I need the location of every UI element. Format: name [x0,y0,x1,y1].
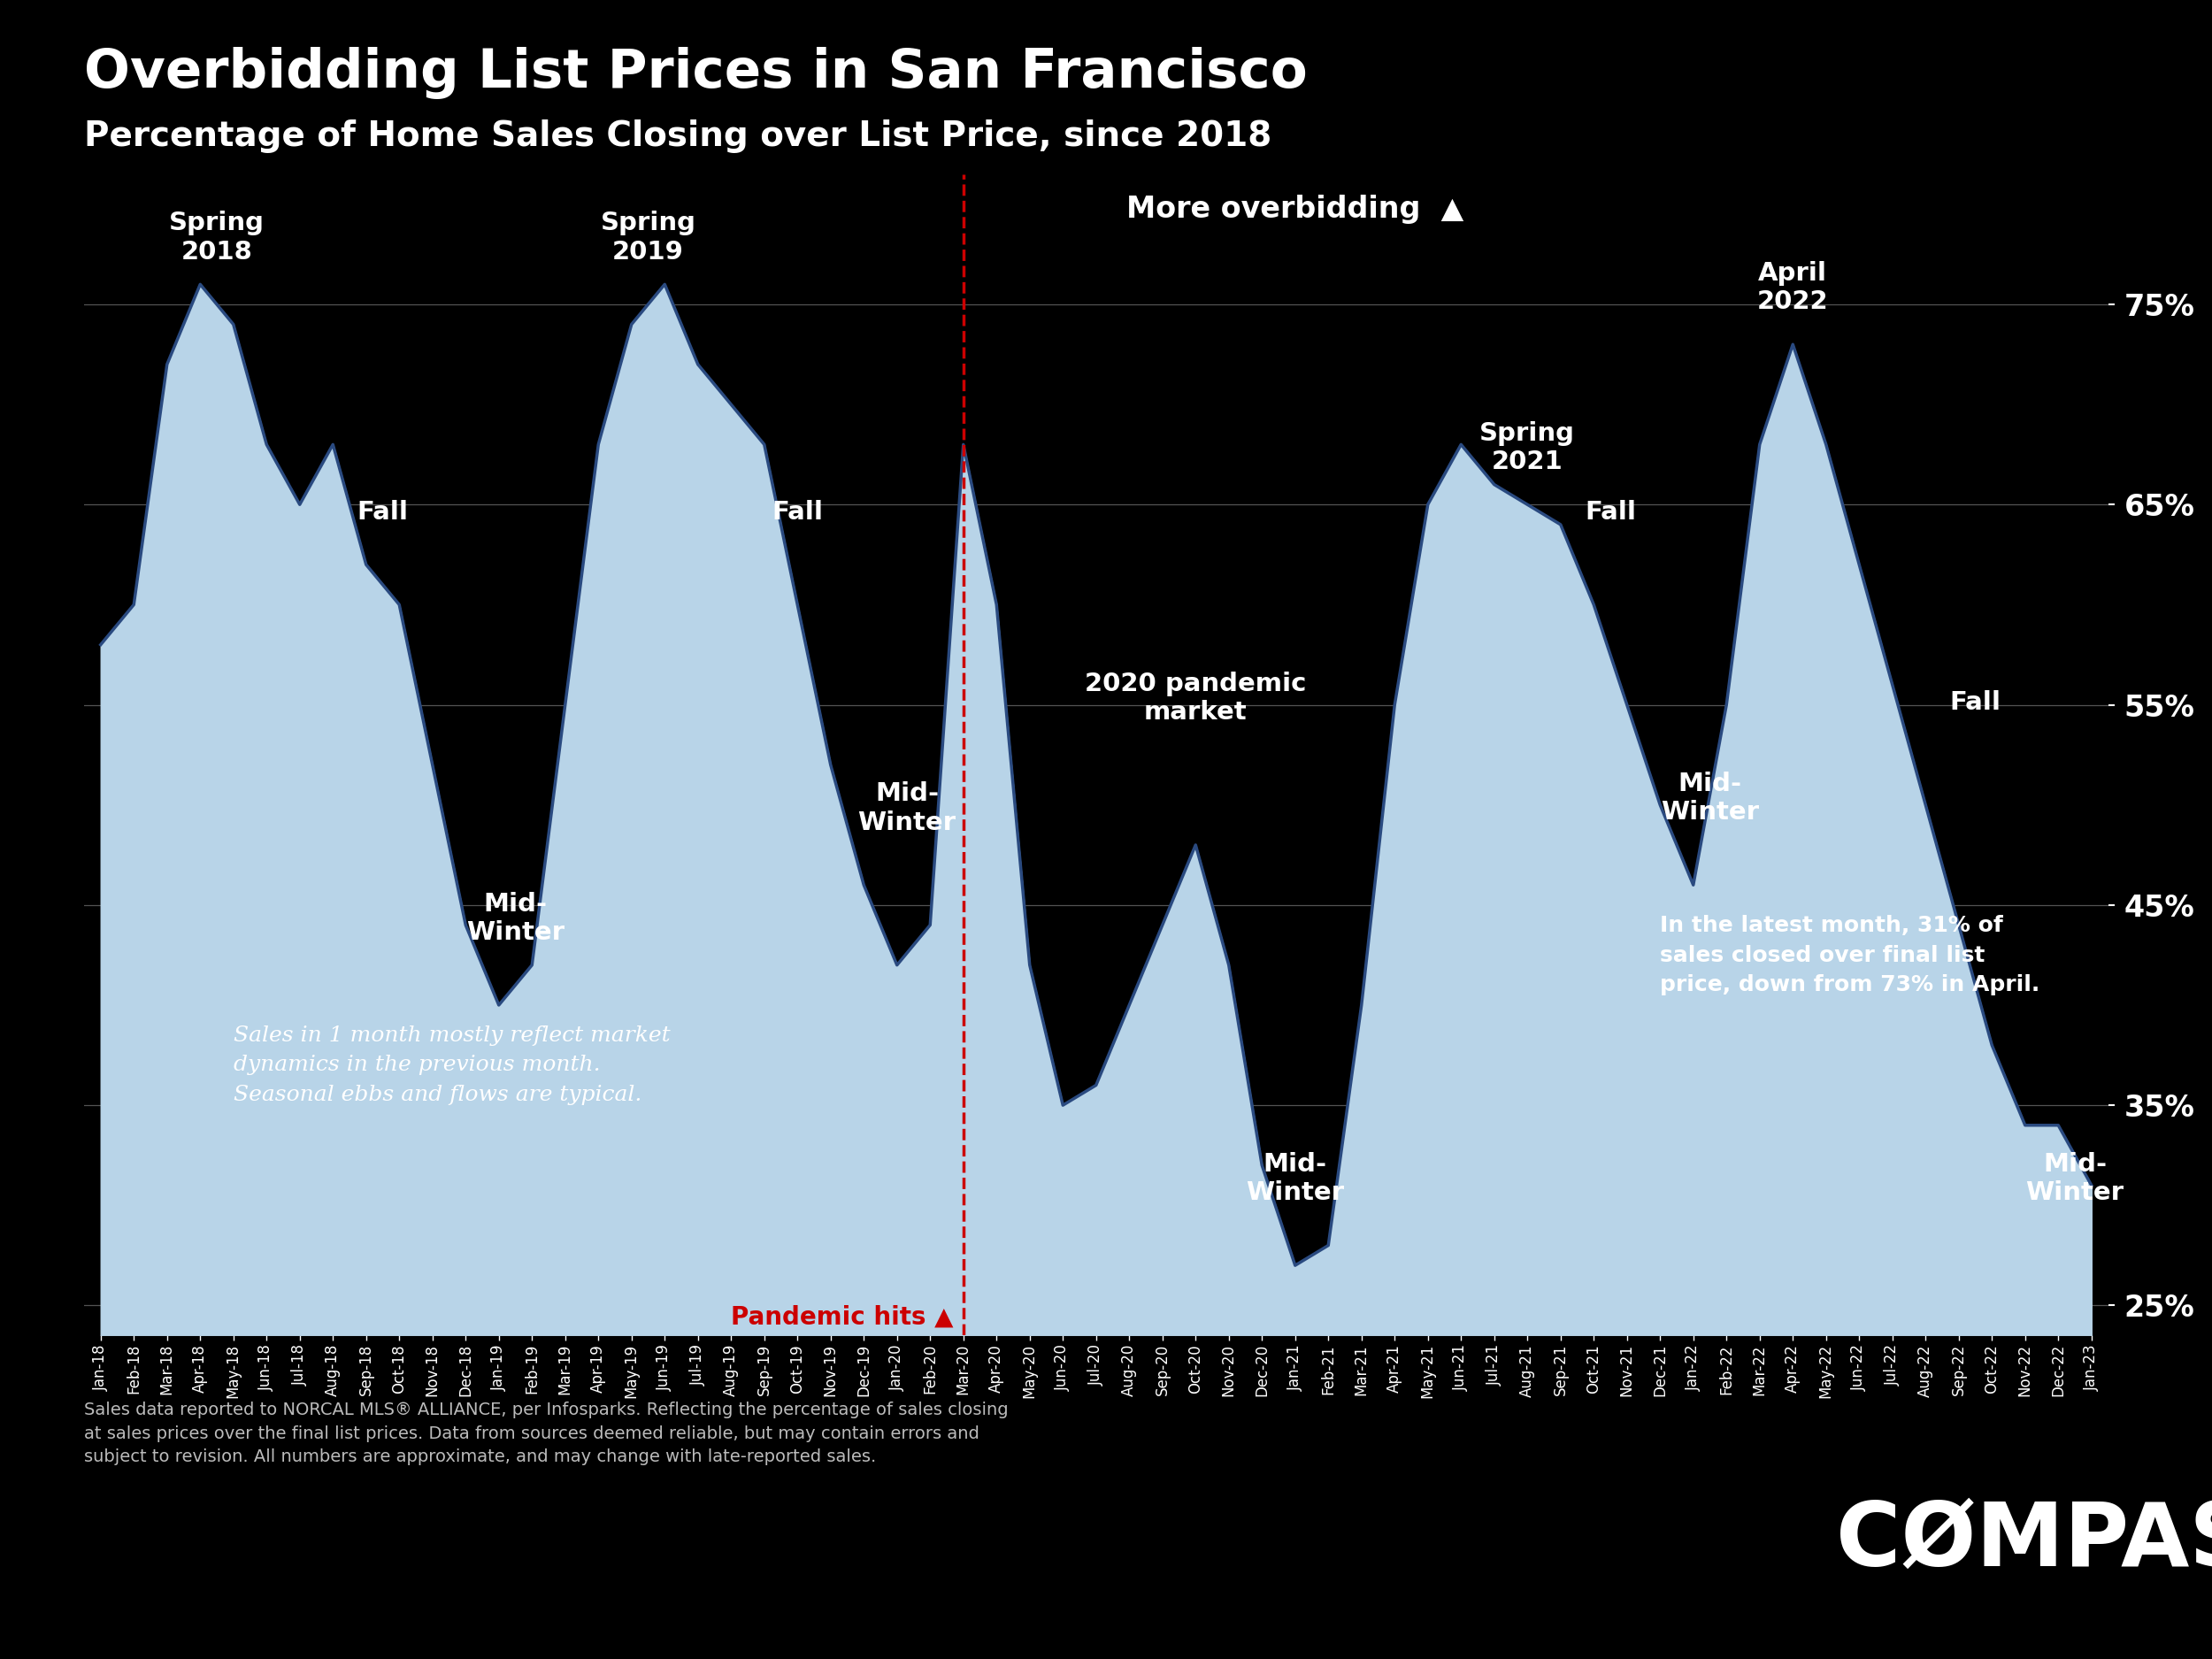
Text: CØMPASS: CØMPASS [1836,1498,2212,1584]
Text: More overbidding  ▲: More overbidding ▲ [1126,196,1464,224]
Text: Mid-
Winter: Mid- Winter [1245,1151,1345,1206]
Text: Sales data reported to NORCAL MLS® ALLIANCE, per Infosparks. Reflecting the perc: Sales data reported to NORCAL MLS® ALLIA… [84,1402,1009,1465]
Text: Percentage of Home Sales Closing over List Price, since 2018: Percentage of Home Sales Closing over Li… [84,119,1272,153]
Text: 2020 pandemic
market: 2020 pandemic market [1084,672,1307,725]
Text: Fall: Fall [772,499,823,524]
Text: Sales in 1 month mostly reflect market
dynamics in the previous month.
Seasonal : Sales in 1 month mostly reflect market d… [234,1025,670,1105]
Text: Pandemic hits ▲: Pandemic hits ▲ [730,1304,953,1329]
Text: Overbidding List Prices in San Francisco: Overbidding List Prices in San Francisco [84,46,1307,98]
Text: April
2022: April 2022 [1756,260,1829,314]
Text: Mid-
Winter: Mid- Winter [467,891,564,946]
Text: Mid-
Winter: Mid- Winter [2026,1151,2124,1206]
Text: Spring
2021: Spring 2021 [1480,421,1575,474]
Text: Mid-
Winter: Mid- Winter [1661,771,1759,825]
Text: Fall: Fall [1949,690,2002,715]
Text: In the latest month, 31% of
sales closed over final list
price, down from 73% in: In the latest month, 31% of sales closed… [1659,916,2039,995]
Text: Spring
2019: Spring 2019 [599,211,697,264]
Text: Fall: Fall [1584,499,1637,524]
Text: Mid-
Winter: Mid- Winter [858,781,956,834]
Text: Fall: Fall [356,499,409,524]
Text: Spring
2018: Spring 2018 [168,211,265,264]
